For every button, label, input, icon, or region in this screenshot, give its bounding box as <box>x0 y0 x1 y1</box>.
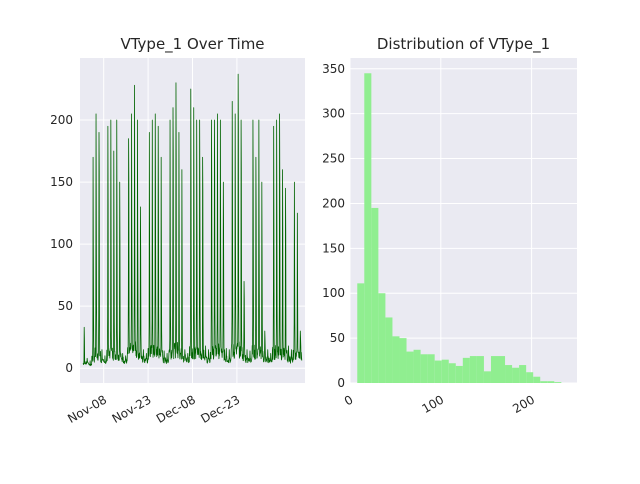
histogram-y-tick-label: 200 <box>322 196 345 210</box>
histogram-y-ticks: 0 50 100 150 200 250 300 350 <box>322 62 345 390</box>
histogram-bar <box>505 365 513 383</box>
histogram-bar <box>434 360 442 383</box>
histogram-bar <box>420 354 428 383</box>
timeseries-y-ticks: 0 50 100 150 200 <box>50 113 73 375</box>
histogram-bar <box>512 367 520 383</box>
timeseries-x-tick-label: Dec-08 <box>154 392 198 426</box>
histogram-bar <box>554 382 562 383</box>
histogram-bar <box>385 317 393 383</box>
histogram-bar <box>357 283 365 383</box>
histogram-x-tick-label: 0 <box>342 392 356 408</box>
histogram-bar <box>371 207 379 383</box>
histogram-x-ticks: 0 100 200 <box>342 392 537 416</box>
histogram-bar <box>441 359 449 383</box>
timeseries-title: VType_1 Over Time <box>120 35 264 54</box>
histogram-bar <box>462 357 470 383</box>
histogram-y-tick-label: 100 <box>322 286 345 300</box>
histogram-y-tick-label: 300 <box>322 107 345 121</box>
histogram-bar <box>469 356 477 383</box>
histogram-bar <box>406 351 414 383</box>
timeseries-chart: 0 50 100 150 200 Nov-08 Nov-23 Dec-08 Dec-23 VT… <box>50 35 305 426</box>
histogram-bar <box>476 356 484 383</box>
histogram-bar <box>448 363 456 383</box>
timeseries-y-tick-label: 0 <box>65 361 73 375</box>
histogram-bar <box>413 349 421 383</box>
timeseries-x-tick-label: Nov-23 <box>110 392 154 425</box>
histogram-y-tick-label: 150 <box>322 241 345 255</box>
histogram-bar <box>526 372 534 383</box>
histogram-bar <box>427 354 435 383</box>
timeseries-x-ticks: Nov-08 Nov-23 Dec-08 Dec-23 <box>65 392 242 426</box>
timeseries-y-tick-label: 150 <box>50 175 73 189</box>
histogram-title: Distribution of VType_1 <box>377 35 550 54</box>
histogram-x-tick-label: 100 <box>419 392 446 416</box>
histogram-y-tick-label: 250 <box>322 152 345 166</box>
histogram-bar <box>540 381 548 383</box>
histogram-bar <box>533 376 541 383</box>
histogram-bar <box>483 371 491 383</box>
timeseries-y-tick-label: 100 <box>50 237 73 251</box>
histogram-bar <box>547 381 555 383</box>
histogram-chart: 0 50 100 150 200 250 300 350 0 100 200 Distributi… <box>322 35 577 416</box>
histogram-bar <box>364 73 372 384</box>
histogram-bar <box>392 336 400 383</box>
timeseries-grid <box>80 58 305 383</box>
histogram-y-tick-label: 0 <box>337 376 345 390</box>
histogram-bars <box>357 73 562 384</box>
histogram-bar <box>519 365 527 383</box>
histogram-y-tick-label: 50 <box>330 331 345 345</box>
histogram-bar <box>498 356 506 383</box>
timeseries-y-tick-label: 50 <box>58 299 73 313</box>
histogram-bar <box>399 338 407 383</box>
timeseries-line <box>82 73 303 367</box>
timeseries-x-tick-label: Dec-23 <box>198 392 242 426</box>
timeseries-x-tick-label: Nov-08 <box>65 392 109 425</box>
histogram-y-tick-label: 350 <box>322 62 345 76</box>
histogram-bar <box>455 365 463 383</box>
timeseries-y-tick-label: 200 <box>50 113 73 127</box>
histogram-bar <box>490 356 499 383</box>
histogram-bar <box>378 293 386 383</box>
histogram-x-tick-label: 200 <box>510 392 537 416</box>
